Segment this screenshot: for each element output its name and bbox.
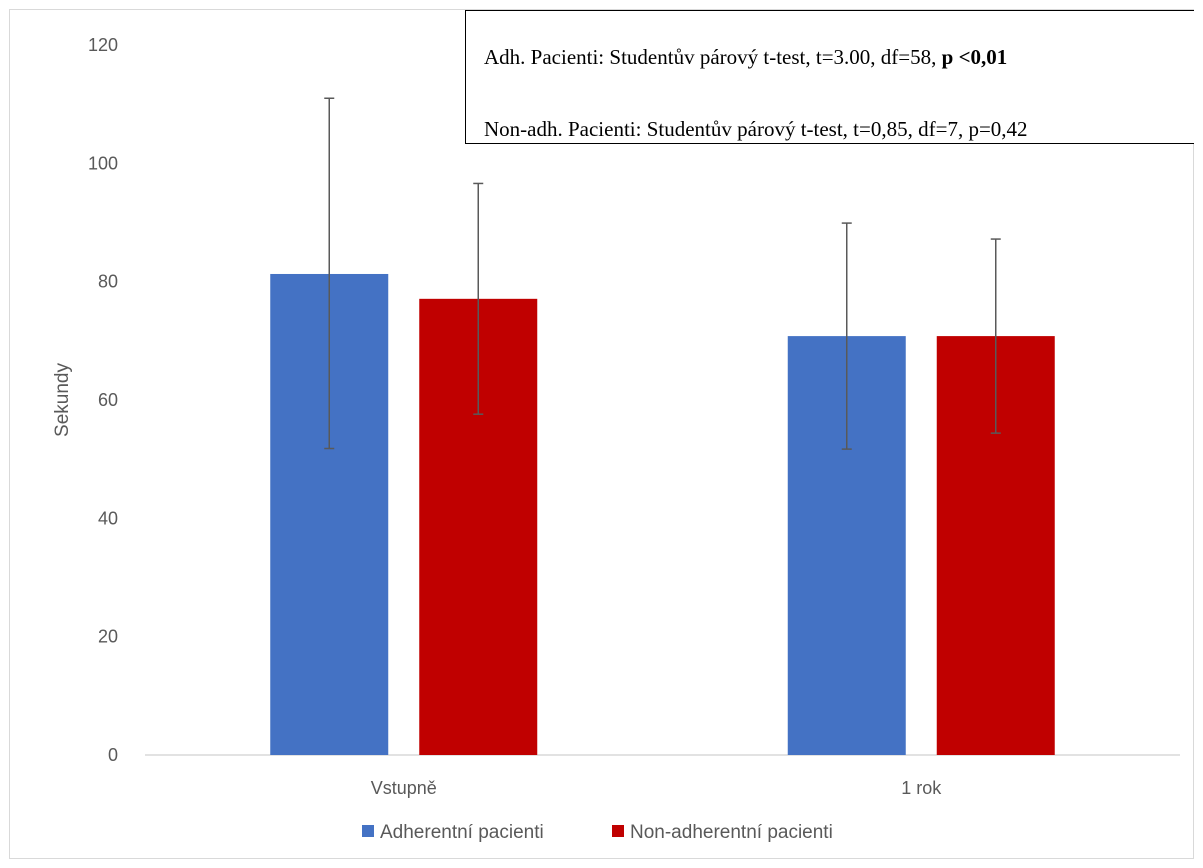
y-tick-label: 120 bbox=[88, 35, 118, 55]
y-axis-title: Sekundy bbox=[52, 363, 73, 437]
y-tick-label: 60 bbox=[98, 390, 118, 410]
y-tick-label: 0 bbox=[108, 745, 118, 765]
annotation-non-adherent: Non-adh. Pacienti: Studentův párový t-te… bbox=[484, 117, 1028, 141]
annotation-adherent: Adh. Pacienti: Studentův párový t-test, … bbox=[484, 45, 1008, 69]
x-tick-label: Vstupně bbox=[371, 778, 437, 798]
error-bars bbox=[324, 97, 1001, 450]
annotation-significance: p <0,01 bbox=[941, 45, 1008, 69]
legend: Adherentní pacienti Non-adherentní pacien… bbox=[362, 822, 833, 843]
statistics-annotation-box: Adh. Pacienti: Studentův párový t-test, … bbox=[465, 10, 1194, 144]
x-tick-label: 1 rok bbox=[901, 778, 942, 798]
x-axis-ticks: Vstupně 1 rok bbox=[371, 778, 943, 798]
y-tick-label: 80 bbox=[98, 272, 118, 292]
legend-label: Non-adherentní pacienti bbox=[630, 822, 833, 843]
legend-label: Adherentní pacienti bbox=[380, 822, 544, 843]
y-tick-label: 20 bbox=[98, 627, 118, 647]
legend-swatch bbox=[362, 825, 374, 837]
y-axis-ticks: 0 20 40 60 80 100 120 bbox=[88, 35, 118, 765]
y-tick-label: 40 bbox=[98, 508, 118, 528]
bars bbox=[270, 273, 1055, 755]
legend-swatch bbox=[612, 825, 624, 837]
y-tick-label: 100 bbox=[88, 153, 118, 173]
